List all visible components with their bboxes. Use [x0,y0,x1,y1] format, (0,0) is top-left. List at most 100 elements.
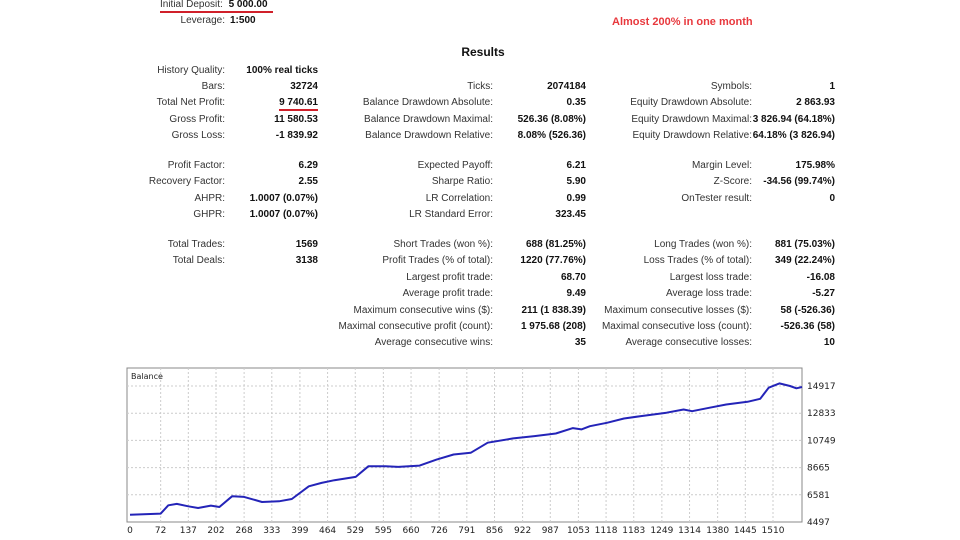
chart-title: Balance [131,372,163,381]
annotation-text: Almost 200% in one month [612,16,753,28]
stat-label: Short Trades (won %): [393,239,493,250]
stat-value: 1220 (77.76%) [520,255,586,266]
stat-label: AHPR: [194,193,225,204]
stat-value: 349 (22.24%) [774,255,835,266]
stat-label: Balance Drawdown Maximal: [364,114,493,125]
stat-value: 58 (-526.36) [780,305,835,316]
y-tick-label: 12833 [807,409,836,419]
x-tick-label: 1445 [734,526,757,536]
stat-value: 1.0007 (0.07%) [249,209,318,220]
stat-label: LR Standard Error: [409,209,493,220]
stat-value: 35 [574,337,586,348]
stat-value: 0.35 [566,97,586,108]
x-tick-label: 856 [486,526,503,536]
x-tick-label: 72 [155,526,166,536]
stat-label: Balance Drawdown Absolute: [362,97,493,108]
x-tick-label: 922 [514,526,531,536]
stat-label: Largest loss trade: [669,272,752,283]
stat-label: Total Net Profit: [156,97,225,108]
stat-value: 8.08% (526.36) [517,130,586,141]
stat-value: 2 863.93 [796,97,835,108]
stat-value: 526.36 (8.08%) [517,114,586,125]
stat-label: LR Correlation: [425,193,493,204]
stat-value: 323.45 [555,209,586,220]
stat-value: 1.0007 (0.07%) [249,193,318,204]
stat-label: Expected Payoff: [417,160,493,171]
stat-value: 100% real ticks [246,65,318,76]
stat-label: Ticks: [467,81,493,92]
stat-value: 211 (1 838.39) [521,305,587,316]
x-tick-label: 268 [236,526,253,536]
x-tick-label: 399 [291,526,308,536]
x-tick-label: 1183 [622,526,645,536]
stat-label: Margin Level: [691,160,752,171]
stat-value: -526.36 (58) [780,321,835,332]
x-tick-label: 1510 [762,526,785,536]
y-tick-label: 10749 [807,436,836,446]
x-tick-label: 791 [458,526,475,536]
y-tick-label: 6581 [807,491,830,501]
stat-label: Symbols: [710,81,752,92]
x-tick-label: 726 [431,526,448,536]
stat-value: -1 839.92 [275,130,318,141]
stat-value: 6.21 [566,160,586,171]
balance-line [129,382,803,516]
x-tick-label: 1314 [678,526,701,536]
stat-value: 688 (81.25%) [525,239,586,250]
stat-label: Maximal consecutive loss (count): [601,321,752,332]
x-tick-label: 529 [347,526,364,536]
x-tick-label: 1053 [567,526,590,536]
initial-deposit-label: Initial Deposit: [160,0,223,10]
y-tick-label: 8665 [807,464,830,474]
stat-label: Total Deals: [172,255,225,266]
stat-label: Z-Score: [713,176,752,187]
stat-label: Average profit trade: [402,288,493,299]
y-tick-label: 4497 [807,518,830,528]
x-tick-label: 202 [207,526,224,536]
stat-value: -5.27 [812,288,835,299]
x-tick-label: 1380 [706,526,729,536]
stat-label: Maximum consecutive wins ($): [353,305,493,316]
results-title: Results [461,45,505,59]
y-tick-label: 14917 [807,382,836,392]
stat-value: 6.29 [298,160,318,171]
stat-value: 32724 [290,81,318,92]
stat-value: 1569 [295,239,318,250]
stat-label: GHPR: [193,209,225,220]
stat-value: 64.18% (3 826.94) [752,130,835,141]
stat-value: 0 [829,193,835,204]
stat-value: 9 740.61 [279,97,318,111]
leverage-value: 1:500 [230,15,256,26]
stat-value: -16.08 [806,272,835,283]
stat-label: History Quality: [157,65,225,76]
stat-label: Average consecutive wins: [374,337,493,348]
stat-label: Equity Drawdown Maximal: [631,114,752,125]
stat-value: 10 [823,337,835,348]
x-tick-label: 1249 [650,526,673,536]
stat-label: Maximal consecutive profit (count): [338,321,493,332]
stat-value: 9.49 [566,288,586,299]
stat-value: 2.55 [298,176,318,187]
stat-label: Profit Trades (% of total): [382,255,493,266]
leverage-label: Leverage: [180,15,225,26]
stat-label: Gross Loss: [171,130,225,141]
stat-value: 5.90 [566,176,586,187]
stat-value: 11 580.53 [274,114,318,125]
stat-label: Sharpe Ratio: [431,176,493,187]
stat-value: 68.70 [560,272,586,283]
x-tick-label: 464 [319,526,336,536]
x-tick-label: 0 [127,526,133,536]
stat-label: OnTester result: [681,193,752,204]
initial-deposit-value: 5 000.00 [228,0,268,10]
stat-label: Total Trades: [167,239,225,250]
x-tick-label: 333 [263,526,280,536]
stat-label: Average loss trade: [666,288,752,299]
stat-value: 881 (75.03%) [774,239,835,250]
stat-value: 2074184 [547,81,586,92]
stat-label: Equity Drawdown Absolute: [630,97,752,108]
stat-label: Bars: [201,81,225,92]
stat-label: Equity Drawdown Relative: [632,130,753,141]
stat-label: Maximum consecutive losses ($): [604,305,752,316]
stat-label: Average consecutive losses: [625,337,752,348]
